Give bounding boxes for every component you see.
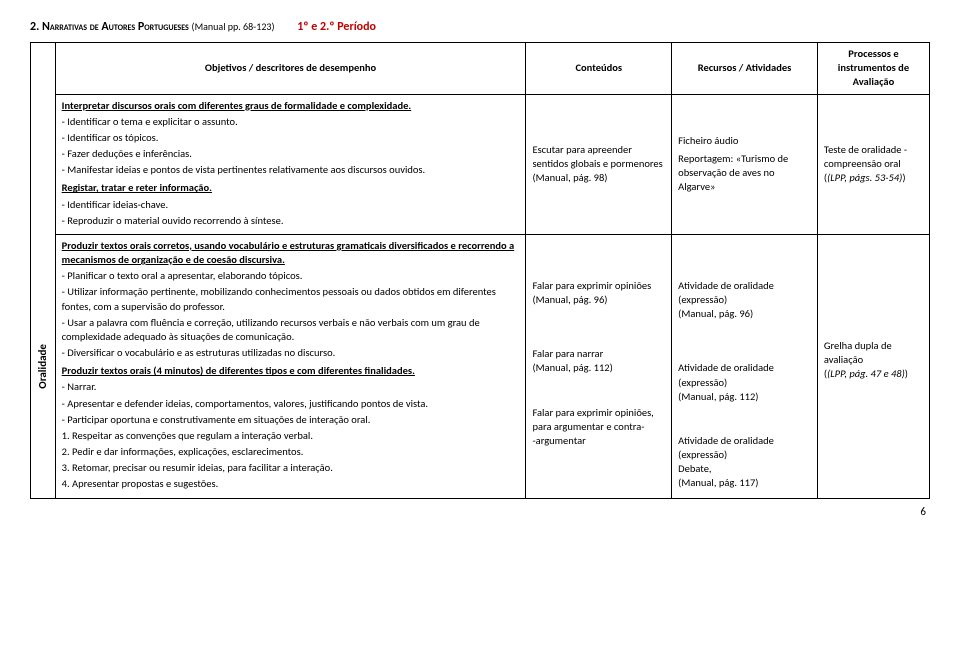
proc-text: Teste de oralidade - compreensão oral — [824, 143, 923, 171]
list-item: - Participar oportuna e construtivamente… — [62, 413, 520, 427]
col-header-objetivos: Objetivos / descritores de desempenho — [55, 43, 526, 95]
rec-block: Atividade de oralidade (expressão) (Manu… — [678, 361, 811, 404]
col-header-processos: Processos e instrumentos de Avaliação — [817, 43, 929, 95]
obj-heading: Interpretar discursos orais com diferent… — [62, 99, 520, 113]
cont-text: Escutar para apreender sentidos globais … — [532, 143, 665, 171]
recursos-cell: Atividade de oralidade (expressão) (Manu… — [672, 234, 818, 498]
rec-block: Atividade de oralidade (expressão) (Manu… — [678, 279, 811, 322]
list-item: - Reproduzir o material ouvido recorrend… — [62, 214, 520, 228]
list-item: - Usar a palavra com fluência e correção… — [62, 316, 520, 344]
list-item: - Identificar ideias-chave. — [62, 198, 520, 212]
proc-text: Grelha dupla de avaliação — [824, 339, 923, 367]
obj-subheading: Produzir textos orais (4 minutos) de dif… — [62, 364, 520, 378]
list-item: - Diversificar o vocabulário e as estrut… — [62, 346, 520, 360]
rec-ref: (Manual, pág. 112) — [678, 390, 811, 404]
rec-text: Atividade de oralidade (expressão) — [678, 361, 811, 389]
list-item: 3. Retomar, precisar ou resumir ideias, … — [62, 461, 520, 475]
cont-ref: (Manual, pág. 98) — [532, 171, 665, 185]
cont-block: Falar para exprimir opiniões (Manual, pá… — [532, 279, 665, 307]
list-item: - Narrar. — [62, 380, 520, 394]
cont-ref: (Manual, pág. 96) — [532, 293, 665, 307]
conteudos-cell: Falar para exprimir opiniões (Manual, pá… — [526, 234, 672, 498]
cont-block: Falar para narrar (Manual, pág. 112) — [532, 347, 665, 375]
cont-ref: (Manual, pág. 112) — [532, 361, 665, 375]
rec-text: Ficheiro áudio — [678, 134, 811, 148]
side-empty — [31, 94, 56, 234]
col-header-conteudos: Conteúdos — [526, 43, 672, 95]
obj-heading: Produzir textos orais corretos, usando v… — [62, 239, 520, 267]
obj-subheading: Registar, tratar e reter informação. — [62, 181, 520, 195]
table-row: Interpretar discursos orais com diferent… — [31, 94, 930, 234]
objetivos-cell: Interpretar discursos orais com diferent… — [55, 94, 526, 234]
section-number: 2. — [30, 20, 39, 34]
processos-cell: Teste de oralidade - compreensão oral ((… — [817, 94, 929, 234]
list-item: - Fazer deduções e inferências. — [62, 147, 520, 161]
list-item: 4. Apresentar propostas e sugestões. — [62, 477, 520, 491]
table-header-row: Objetivos / descritores de desempenho Co… — [31, 43, 930, 95]
rec-block: Atividade de oralidade (expressão) Debat… — [678, 434, 811, 491]
table-row: Oralidade Produzir textos orais corretos… — [31, 234, 930, 498]
page-header: 2. Narrativas de Autores Portugueses (Ma… — [30, 20, 930, 34]
periodo-label: 1º e 2.º Período — [297, 20, 376, 34]
cont-text: -argumentar — [532, 434, 665, 448]
objetivos-cell: Produzir textos orais corretos, usando v… — [55, 234, 526, 498]
cont-text: Falar para exprimir opiniões — [532, 279, 665, 293]
list-item: - Planificar o texto oral a apresentar, … — [62, 269, 520, 283]
side-label: Oralidade — [31, 234, 56, 498]
cont-text: Falar para exprimir opiniões, para argum… — [532, 406, 665, 434]
rec-ref: (Manual, pág. 96) — [678, 307, 811, 321]
list-item: 1. Respeitar as convenções que regulam a… — [62, 429, 520, 443]
rec-text: Atividade de oralidade (expressão) — [678, 279, 811, 307]
rec-text: Reportagem: «Turismo de observação de av… — [678, 152, 811, 195]
proc-block: Grelha dupla de avaliação ((LPP, pág. 47… — [824, 339, 923, 382]
list-item: - Apresentar e defender ideias, comporta… — [62, 397, 520, 411]
list-item: - Identificar os tópicos. — [62, 131, 520, 145]
rec-text: Debate, — [678, 462, 811, 476]
page-number: 6 — [30, 505, 930, 518]
cont-text: Falar para narrar — [532, 347, 665, 361]
list-item: - Utilizar informação pertinente, mobili… — [62, 285, 520, 313]
side-empty — [31, 43, 56, 95]
cont-block: Falar para exprimir opiniões, para argum… — [532, 406, 665, 449]
conteudos-cell: Escutar para apreender sentidos globais … — [526, 94, 672, 234]
list-item: 2. Pedir e dar informações, explicações,… — [62, 445, 520, 459]
curriculum-table: Objetivos / descritores de desempenho Co… — [30, 42, 930, 499]
rec-text: Atividade de oralidade (expressão) — [678, 434, 811, 462]
proc-ref: ((LPP, pág. 47 e 48)) — [824, 367, 923, 381]
recursos-cell: Ficheiro áudio Reportagem: «Turismo de o… — [672, 94, 818, 234]
list-item: - Identificar o tema e explicitar o assu… — [62, 115, 520, 129]
manual-ref: (Manual pp. 68-123) — [192, 20, 275, 33]
proc-ref: ((LPP, págs. 53-54)) — [824, 171, 923, 185]
col-header-recursos: Recursos / Atividades — [672, 43, 818, 95]
list-item: - Manifestar ideias e pontos de vista pe… — [62, 163, 520, 177]
processos-cell: Grelha dupla de avaliação ((LPP, pág. 47… — [817, 234, 929, 498]
rec-ref: (Manual, pág. 117) — [678, 476, 811, 490]
section-title: Narrativas de Autores Portugueses — [42, 20, 189, 34]
